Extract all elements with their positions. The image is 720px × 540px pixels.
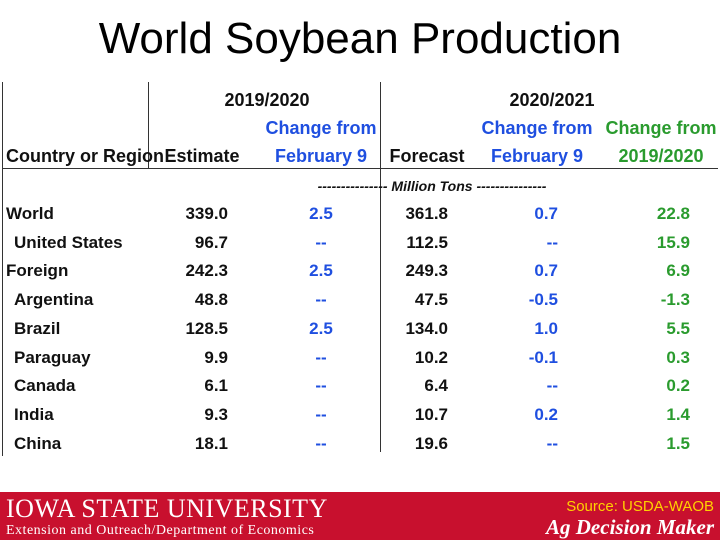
header-change-feb-2019-line1: Change from [265,118,377,138]
row-estimate: 9.3 [204,404,228,424]
table-border-left [2,82,3,456]
header-change-feb-2020-line2: February 9 [490,146,584,166]
row-change-feb-2020: -- [546,376,558,396]
header-change-prior-line2: 2019/2020 [618,146,704,166]
row-change-feb-2020: 1.0 [534,318,558,338]
group-header-2019: 2019/2020 [224,90,310,110]
row-name: Argentina [14,290,94,310]
row-forecast: 10.7 [414,404,448,424]
row-change-prior: 22.8 [656,204,690,223]
row-change-prior: 0.2 [666,376,690,396]
header-divider [2,168,718,169]
row-change-feb-2019: 2.5 [309,261,333,281]
production-table: 2019/2020 2020/2021 Change from Change f… [2,82,718,458]
row-name: India [14,404,54,424]
row-change-feb-2019: -- [315,232,327,252]
row-change-feb-2020: -- [546,433,558,453]
row-change-prior: 15.9 [656,232,690,252]
header-country: Country or Region [6,146,164,166]
source-label: Source: USDA-WAOB [566,498,714,515]
row-change-feb-2019: -- [315,290,327,310]
row-change-feb-2019: -- [315,376,327,396]
row-change-feb-2020: 0.7 [534,261,558,281]
row-forecast: 6.4 [424,376,448,396]
row-estimate: 128.5 [185,318,228,338]
column-divider-year [380,82,381,452]
row-change-feb-2019: -- [315,433,327,453]
row-forecast: 47.5 [414,290,448,310]
footer-bar: IOWA STATE UNIVERSITY Extension and Outr… [0,492,720,540]
row-change-prior: 6.9 [666,261,690,281]
row-forecast: 112.5 [406,232,448,252]
header-change-feb-2019-line2: February 9 [274,146,368,166]
row-change-prior: 5.5 [666,318,690,338]
row-change-feb-2019: 2.5 [309,318,333,338]
header-estimate: Estimate [164,146,240,166]
header-change-prior-line1: Change from [605,118,717,138]
row-name: World [6,204,54,223]
row-change-prior: -1.3 [660,290,690,310]
row-name: Foreign [6,261,69,281]
row-forecast: 249.3 [405,261,448,281]
row-change-feb-2020: 0.7 [534,204,558,223]
row-forecast: 10.2 [414,347,448,367]
university-logo: IOWA STATE UNIVERSITY [6,494,328,523]
row-change-prior: 1.4 [666,404,690,424]
row-estimate: 96.7 [194,232,228,252]
row-estimate: 339.0 [185,204,228,223]
row-change-prior: 1.5 [666,433,690,453]
column-divider-country [148,82,149,168]
row-change-feb-2019: -- [315,404,327,424]
row-name: China [14,433,62,453]
department-label: Extension and Outreach/Department of Eco… [6,523,315,538]
row-name: Brazil [14,318,61,338]
row-change-feb-2020: 0.2 [534,404,558,424]
brand-label: Ag Decision Maker [546,515,714,539]
row-change-feb-2019: 2.5 [309,204,333,223]
units-label: --------------- Million Tons -----------… [317,178,547,194]
header-forecast: Forecast [389,146,465,166]
row-change-feb-2020: -- [546,232,558,252]
row-forecast: 19.6 [414,433,448,453]
row-estimate: 6.1 [204,376,228,396]
row-change-prior: 0.3 [666,347,690,367]
group-header-2020: 2020/2021 [509,90,595,110]
row-name: Paraguay [14,347,91,367]
row-change-feb-2020: -0.5 [528,290,558,310]
row-forecast: 361.8 [405,204,448,223]
slide-title: World Soybean Production [98,14,622,63]
row-change-feb-2020: -0.1 [528,347,558,367]
row-forecast: 134.0 [405,318,448,338]
row-name: United States [14,232,123,252]
row-estimate: 48.8 [194,290,228,310]
row-estimate: 9.9 [204,347,228,367]
header-change-feb-2020-line1: Change from [481,118,593,138]
row-change-feb-2019: -- [315,347,327,367]
row-estimate: 18.1 [194,433,228,453]
row-name: Canada [14,376,76,396]
row-estimate: 242.3 [185,261,228,281]
